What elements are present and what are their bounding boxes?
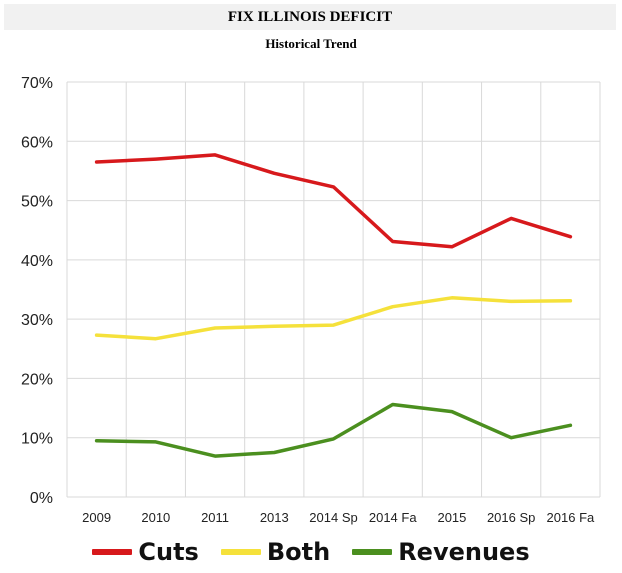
legend-item-cuts: Cuts (92, 538, 199, 566)
series-line-cuts (94, 153, 573, 249)
series-line-revenues (94, 402, 573, 458)
y-tick-label: 10% (21, 431, 53, 448)
y-tick-label: 60% (21, 134, 53, 151)
legend-swatch-cuts (92, 549, 133, 555)
legend-swatch-both (220, 549, 261, 555)
series-line-both (94, 296, 573, 341)
legend-item-both: Both (220, 538, 331, 566)
legend-item-revenues: Revenues (352, 538, 530, 566)
x-tick-label: 2014 Fa (369, 510, 417, 525)
chart-subtitle: Historical Trend (265, 36, 357, 51)
y-tick-label: 50% (21, 194, 53, 211)
x-tick-label: 2011 (201, 510, 229, 525)
x-tick-label: 2015 (437, 510, 466, 525)
y-tick-label: 0% (30, 490, 53, 507)
x-tick-label: 2009 (82, 510, 111, 525)
x-tick-label: 2010 (141, 510, 170, 525)
y-tick-label: 70% (21, 75, 53, 92)
x-tick-label: 2014 Sp (309, 510, 357, 525)
legend-label-both: Both (266, 538, 331, 566)
x-tick-label: 2016 Fa (547, 510, 595, 525)
y-tick-label: 30% (21, 312, 53, 329)
y-tick-label: 20% (21, 371, 53, 388)
y-tick-label: 40% (21, 253, 53, 270)
legend-label-revenues: Revenues (398, 538, 530, 566)
x-tick-label: 2016 Sp (487, 510, 535, 525)
line-chart: 0% 10% 20% 30% 40% 50% 60% 70% 2009 2010 2011 2013 2… (21, 75, 601, 525)
legend-label-cuts: Cuts (138, 538, 199, 566)
x-tick-label: 2013 (260, 510, 289, 525)
legend-swatch-revenues (352, 549, 393, 555)
chart-legend: Cuts Both Revenues (0, 534, 622, 570)
chart-title: FIX ILLINOIS DEFICIT (4, 4, 616, 30)
